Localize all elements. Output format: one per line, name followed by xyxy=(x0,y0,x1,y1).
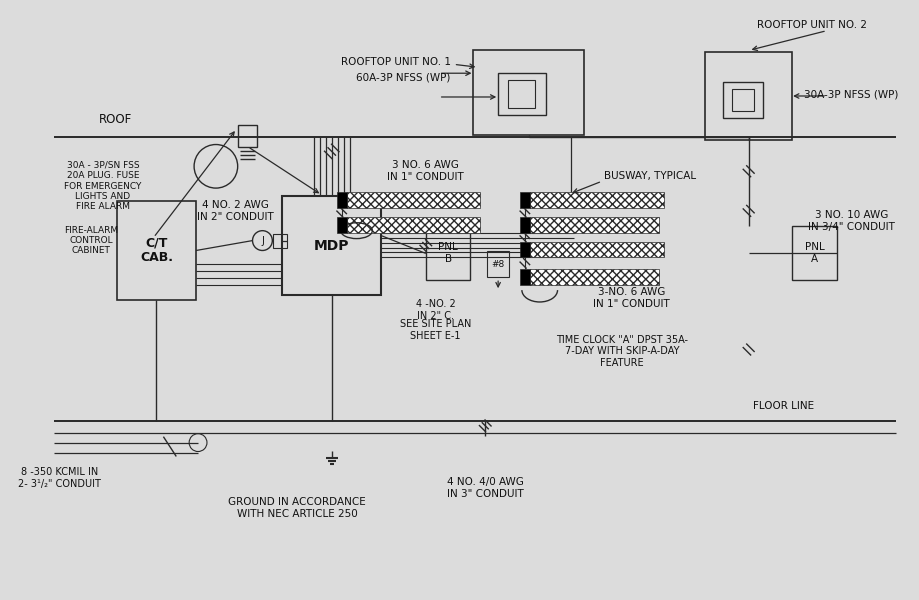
Bar xyxy=(273,233,287,248)
Text: 4 NO. 2 AWG
IN 2" CONDUIT: 4 NO. 2 AWG IN 2" CONDUIT xyxy=(197,200,274,221)
Text: FIRE-ALARM
CONTROL
CABINET: FIRE-ALARM CONTROL CABINET xyxy=(64,226,119,256)
Text: J: J xyxy=(261,236,264,245)
Bar xyxy=(346,192,480,208)
Text: PNL
A: PNL A xyxy=(804,242,823,264)
Bar xyxy=(722,82,762,118)
Bar xyxy=(487,251,508,277)
Bar xyxy=(519,192,529,208)
Text: 3 NO. 6 AWG
IN 1" CONDUIT: 3 NO. 6 AWG IN 1" CONDUIT xyxy=(387,160,464,182)
Bar xyxy=(336,217,346,233)
Bar xyxy=(473,50,584,134)
Bar xyxy=(519,242,529,257)
Bar xyxy=(519,217,529,233)
Text: ROOF: ROOF xyxy=(99,113,132,126)
Bar xyxy=(497,73,545,115)
Text: 30A - 3P/SN FSS
20A PLUG. FUSE
FOR EMERGENCY
LIGHTS AND
FIRE ALARM: 30A - 3P/SN FSS 20A PLUG. FUSE FOR EMERG… xyxy=(64,161,142,211)
Text: ROOFTOP UNIT NO. 2: ROOFTOP UNIT NO. 2 xyxy=(755,20,866,29)
Text: 4 NO. 4/0 AWG
IN 3" CONDUIT: 4 NO. 4/0 AWG IN 3" CONDUIT xyxy=(447,478,523,499)
Text: 3-NO. 6 AWG
IN 1" CONDUIT: 3-NO. 6 AWG IN 1" CONDUIT xyxy=(593,287,669,309)
Text: MDP: MDP xyxy=(313,239,349,253)
Bar xyxy=(731,89,753,111)
Bar xyxy=(519,269,529,285)
Bar xyxy=(704,52,791,140)
Bar xyxy=(529,217,658,233)
Bar xyxy=(529,192,663,208)
Text: BUSWAY, TYPICAL: BUSWAY, TYPICAL xyxy=(604,171,696,181)
Bar xyxy=(507,80,534,108)
Bar xyxy=(529,242,663,257)
Text: FLOOR LINE: FLOOR LINE xyxy=(752,401,813,411)
Text: C/T
CAB.: C/T CAB. xyxy=(140,236,173,265)
Text: ROOFTOP UNIT NO. 1: ROOFTOP UNIT NO. 1 xyxy=(340,58,450,67)
Bar xyxy=(791,226,836,280)
Bar xyxy=(336,192,346,208)
Text: TIME CLOCK "A" DPST 35A-
7-DAY WITH SKIP-A-DAY
FEATURE: TIME CLOCK "A" DPST 35A- 7-DAY WITH SKIP… xyxy=(555,335,687,368)
Text: PNL
B: PNL B xyxy=(437,242,458,264)
Bar xyxy=(346,217,480,233)
Bar xyxy=(117,201,196,300)
Bar xyxy=(529,269,658,285)
Text: 4 -NO. 2
IN 2" C.: 4 -NO. 2 IN 2" C. xyxy=(415,299,455,321)
Text: 8 -350 KCMIL IN
2- 3¹/₂" CONDUIT: 8 -350 KCMIL IN 2- 3¹/₂" CONDUIT xyxy=(17,467,100,489)
Text: GROUND IN ACCORDANCE
WITH NEC ARTICLE 250: GROUND IN ACCORDANCE WITH NEC ARTICLE 25… xyxy=(228,497,366,519)
Text: 3 NO. 10 AWG
IN 3/4" CONDUIT: 3 NO. 10 AWG IN 3/4" CONDUIT xyxy=(808,210,894,232)
Text: SEE SITE PLAN
SHEET E-1: SEE SITE PLAN SHEET E-1 xyxy=(400,319,471,341)
Text: #8: #8 xyxy=(491,260,505,269)
Bar xyxy=(237,125,257,146)
Bar xyxy=(425,226,470,280)
Bar xyxy=(282,196,380,295)
Text: 30A-3P NFSS (WP): 30A-3P NFSS (WP) xyxy=(803,89,898,99)
Text: 60A-3P NFSS (WP): 60A-3P NFSS (WP) xyxy=(356,72,450,82)
